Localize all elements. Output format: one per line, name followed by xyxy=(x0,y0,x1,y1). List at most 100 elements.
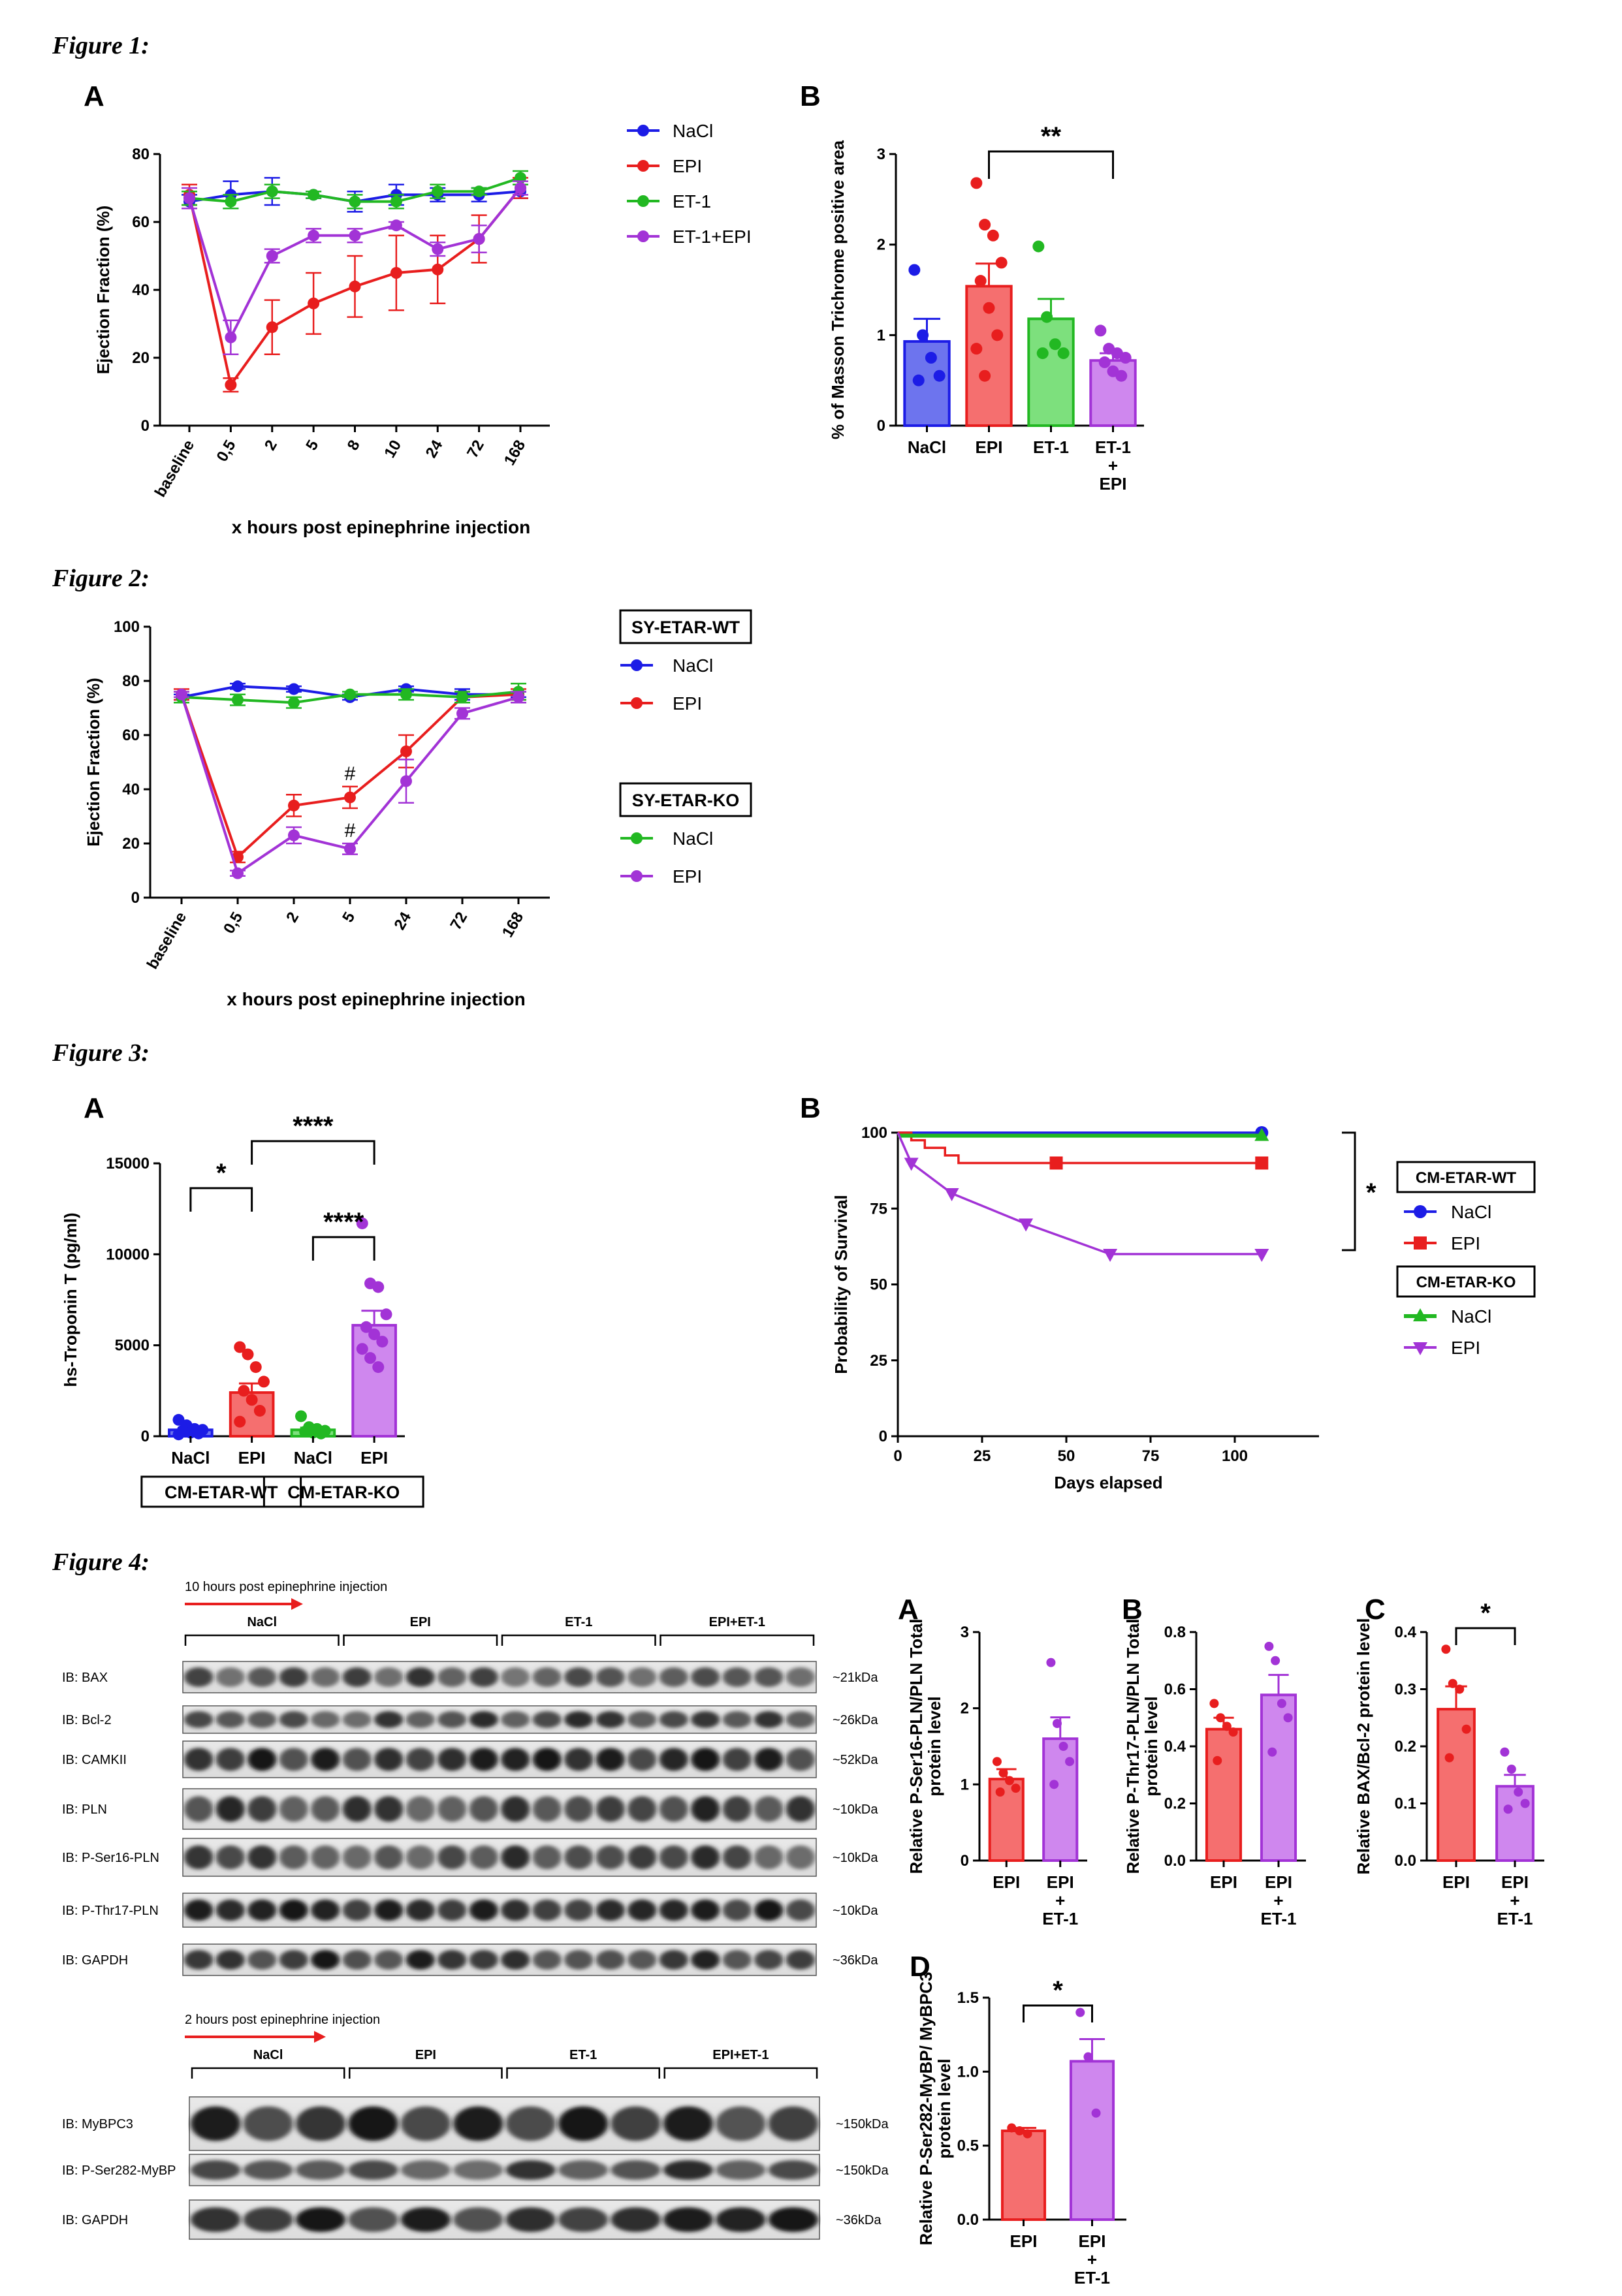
blot-band xyxy=(243,2160,293,2180)
data-point xyxy=(364,1352,376,1364)
data-point xyxy=(372,1281,385,1293)
y-tick-label: 0.8 xyxy=(1164,1624,1186,1641)
blot-band xyxy=(215,1899,245,1921)
x-tick-label: EPI + ET-1 xyxy=(1074,2231,1110,2288)
blot-band xyxy=(722,1667,752,1687)
y-tick-label: 10000 xyxy=(106,1246,150,1263)
blot-band xyxy=(437,1796,467,1822)
blot-band xyxy=(406,1711,435,1728)
lane-group-label: NaCl xyxy=(253,2048,283,2062)
blot-band xyxy=(437,1667,467,1687)
blot-row-label: IB: MyBPC3 xyxy=(62,2117,133,2131)
blot-band xyxy=(532,1667,562,1687)
blot-row-label: IB: P-Ser16-PLN xyxy=(62,1851,159,1865)
x-tick-label: 25 xyxy=(974,1447,991,1465)
survival-marker xyxy=(944,1188,959,1201)
blot-band xyxy=(501,1950,530,1970)
significance-bracket xyxy=(311,1236,375,1261)
y-tick-label: 1.5 xyxy=(957,1989,979,2007)
y-tick-label: 0.5 xyxy=(957,2137,979,2155)
legend-marker xyxy=(631,870,643,882)
blot-band xyxy=(596,1950,625,1970)
data-point xyxy=(376,1336,389,1348)
legend-group-box xyxy=(1396,1161,1536,1193)
x-tick-label-line: NaCl xyxy=(294,1448,332,1468)
blot-band xyxy=(453,2207,503,2233)
blot-band xyxy=(348,2160,398,2180)
y-axis-label: Relative P-Ser16-PLN/PLN Totalprotein le… xyxy=(906,1618,944,1874)
data-point xyxy=(1023,2129,1032,2139)
lane-group-label: NaCl xyxy=(247,1615,277,1629)
legend-marker xyxy=(1414,1205,1427,1218)
blot-kda-label: ~10kDa xyxy=(833,1904,878,1918)
data-point xyxy=(1500,1747,1510,1757)
x-tick-label: EPI xyxy=(1010,2231,1038,2251)
blot-band xyxy=(596,1748,625,1771)
blot-band xyxy=(722,1796,752,1822)
blot-band xyxy=(501,1796,530,1822)
blot-band xyxy=(279,1667,308,1687)
blot-membrane xyxy=(182,1661,817,1693)
y-tick-label: 100 xyxy=(114,618,140,636)
significance-bracket xyxy=(1342,1131,1356,1251)
data-point xyxy=(1222,1722,1232,1731)
significance-label: * xyxy=(1480,1599,1491,1628)
blot-band xyxy=(311,1845,340,1870)
x-tick-label: NaCl xyxy=(294,1448,332,1468)
panel-letter-3b: B xyxy=(800,1092,821,1124)
blot-band xyxy=(295,2160,346,2180)
data-point xyxy=(1444,1753,1454,1763)
blot-band xyxy=(786,1748,815,1771)
data-point xyxy=(1091,2108,1101,2118)
figure-2-title: Figure 2: xyxy=(52,565,150,592)
data-point xyxy=(1506,1765,1516,1774)
legend-label: NaCl xyxy=(1451,1306,1491,1327)
blot-band xyxy=(191,2106,241,2141)
x-tick-label-line: ET-1 xyxy=(1095,437,1131,457)
blot-band xyxy=(247,1899,277,1921)
blot-band xyxy=(786,1950,815,1970)
x-tick-label-line: EPI xyxy=(1100,474,1127,494)
bar xyxy=(1000,2130,1047,2221)
series-et-1-epi xyxy=(182,180,528,356)
chart-fig1A: 0 20 40 60 80 baseline 0,5 2 5 8 10 24 72 168 x hours … xyxy=(93,146,550,537)
y-tick-label: 2 xyxy=(877,236,885,254)
data-point xyxy=(372,1361,385,1374)
blot-band xyxy=(722,1748,752,1771)
blot-band xyxy=(768,2106,818,2141)
significance-bracket xyxy=(1455,1627,1516,1645)
blot-band xyxy=(406,1667,435,1687)
y-axis-label-line: Ejection Fraction (%) xyxy=(93,206,113,375)
lane-group-label: EPI xyxy=(410,1615,431,1629)
data-point xyxy=(288,683,300,695)
blot-band xyxy=(247,1845,277,1870)
data-point xyxy=(1264,1641,1274,1651)
data-point xyxy=(368,1328,381,1340)
data-point xyxy=(917,329,929,341)
blot-band xyxy=(437,1748,467,1771)
data-point xyxy=(1115,370,1128,382)
legend-fig1a: NaCl EPI ET-1 ET-1+EPI xyxy=(627,121,752,247)
blot-band xyxy=(215,1796,245,1822)
blot-band xyxy=(311,1748,340,1771)
blot-band xyxy=(342,1950,372,1970)
y-tick-label: 50 xyxy=(870,1276,887,1294)
data-point xyxy=(1209,1699,1219,1708)
blot-band xyxy=(406,1748,435,1771)
blot-band xyxy=(659,1950,688,1970)
legend-marker xyxy=(631,697,643,709)
blot-band xyxy=(628,1667,657,1687)
data-point xyxy=(1094,324,1107,337)
x-tick-label-line: + xyxy=(1273,1891,1283,1910)
data-point xyxy=(1267,1747,1277,1757)
blot-band xyxy=(722,1711,752,1728)
lane-group-label: EPI xyxy=(415,2048,436,2062)
data-point xyxy=(1441,1644,1451,1654)
bar xyxy=(1437,1708,1476,1862)
blot-band xyxy=(469,1711,498,1728)
group-box xyxy=(262,1475,424,1508)
data-point xyxy=(1119,352,1132,364)
significance-bracket xyxy=(1023,2004,1093,2022)
blot-title: 10 hours post epinephrine injection xyxy=(185,1580,387,1594)
